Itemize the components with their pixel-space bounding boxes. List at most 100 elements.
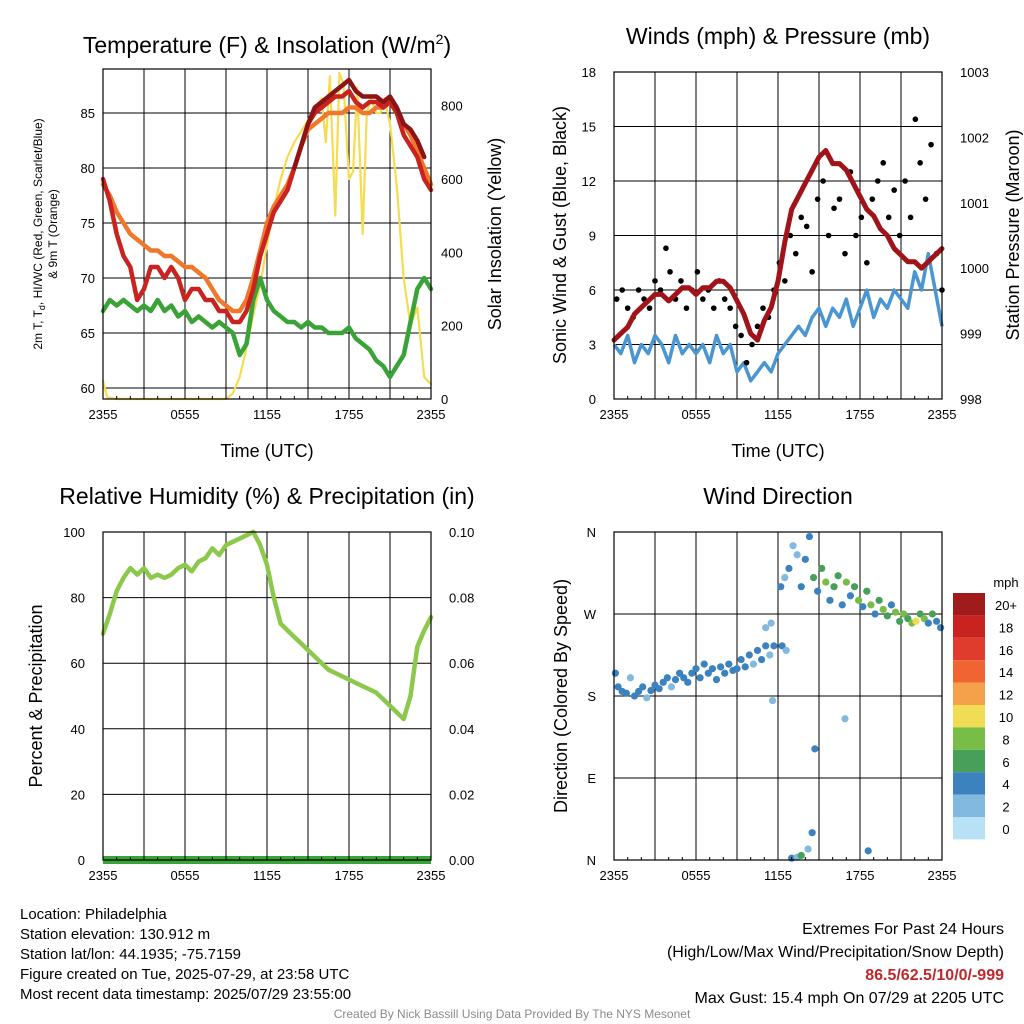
direction-point	[725, 660, 733, 668]
gust-point	[814, 196, 821, 202]
y-tick-label: S	[587, 689, 596, 704]
y-tick-label: 80	[81, 161, 95, 176]
direction-point	[932, 617, 941, 625]
direction-point	[879, 605, 887, 614]
direction-point	[891, 608, 900, 616]
y-tick-label: E	[587, 771, 596, 786]
y2-tick-label: 1001	[960, 196, 989, 211]
temperature-y-axis-label: 2m T, Td, HI/WC (Red, Green, Scarlet/Blu…	[31, 118, 47, 349]
winds-tick-labels: 0 3 6 9 12 15 18 998 999 1000 1001 1002 1003 2355 0555…	[582, 65, 989, 422]
x-tick-label: 1155	[253, 868, 281, 883]
gust-point	[646, 305, 653, 311]
x-tick-label: 2355	[89, 868, 118, 883]
direction-point	[805, 532, 814, 541]
colorbar-label: 0	[1002, 822, 1009, 837]
y2-tick-label: 1002	[960, 130, 989, 145]
temperature-panel: Temperature (F) & Insolation (W/m2) 60 65…	[31, 31, 505, 461]
gust-point	[831, 205, 837, 212]
direction-point	[811, 745, 819, 753]
direction-point	[782, 646, 790, 655]
gust-point	[619, 287, 625, 293]
direction-point	[808, 829, 816, 837]
direction-point	[777, 583, 785, 591]
gust-point	[842, 250, 848, 257]
direction-point	[663, 674, 671, 682]
gust-point	[635, 287, 642, 293]
y2-tick-label: 1000	[960, 261, 989, 276]
direction-point	[753, 646, 762, 655]
station-info: Location: Philadelphia Station elevation…	[20, 905, 351, 1005]
y2-tick-label: 600	[441, 172, 463, 187]
humidity-y-axis-label: Percent & Precipitation	[26, 604, 46, 787]
direction-point	[793, 551, 801, 559]
gust-point	[928, 141, 934, 148]
direction-point	[814, 587, 822, 595]
direction-point	[846, 592, 855, 600]
y2-tick-label: 0	[441, 392, 448, 407]
x-tick-label: 2355	[89, 407, 118, 422]
direction-point	[809, 573, 818, 582]
gust-point	[760, 305, 766, 311]
direction-point	[647, 686, 655, 695]
y2-tick-label: 1003	[960, 65, 989, 80]
direction-point	[859, 603, 867, 611]
gust-point	[613, 296, 620, 302]
y-tick-label: 18	[582, 65, 596, 80]
direction-point	[937, 624, 945, 632]
colorbar-label: 12	[999, 688, 1013, 703]
dewpoint-series-line	[100, 275, 434, 380]
direction-point	[924, 619, 932, 627]
x-tick-label: 2355	[600, 407, 629, 422]
y-tick-label: 85	[81, 106, 95, 121]
direction-point	[733, 665, 741, 673]
direction-point	[741, 663, 749, 671]
y2-tick-label: 0.04	[449, 722, 474, 737]
direction-point	[785, 564, 793, 573]
max-gust: Max Gust: 15.4 mph On 07/29 at 2205 UTC	[694, 990, 1005, 1007]
gust-point	[738, 332, 744, 339]
gust-point	[820, 178, 826, 184]
direction-point	[842, 578, 850, 586]
colorbar-swatch	[953, 727, 985, 750]
y-tick-label: 70	[81, 271, 95, 286]
station-latlon: Station lat/lon: 44.1935; -75.7159	[20, 946, 242, 963]
y-tick-label: N	[587, 525, 596, 540]
y2-tick-label: 400	[441, 245, 463, 260]
rh-series-line	[100, 529, 434, 722]
gust-point	[652, 278, 658, 284]
colorbar-swatch	[953, 749, 985, 773]
direction-point	[643, 694, 651, 702]
direction-point	[863, 587, 871, 595]
gust-point	[683, 305, 690, 311]
winds-x-axis-label: Time (UTC)	[731, 441, 824, 461]
direction-point	[762, 624, 770, 632]
station-location: Location: Philadelphia	[20, 906, 167, 923]
direction-point	[928, 610, 937, 618]
direction-point	[887, 601, 896, 609]
gust-point	[798, 214, 805, 221]
direction-point	[789, 542, 797, 550]
x-tick-label: 2355	[928, 868, 957, 883]
direction-point	[850, 583, 859, 591]
direction-point	[766, 651, 774, 659]
temperature-y-axis-label-line2: & 9m T (Orange)	[46, 189, 60, 279]
direction-point	[745, 651, 753, 659]
colorbar-label: 18	[999, 620, 1013, 635]
direction-tick-labels: N E S W N 2355 0555 1155 1755 2355	[584, 525, 957, 883]
y-tick-label: 60	[71, 656, 85, 671]
x-tick-label: 0555	[171, 868, 200, 883]
direction-point	[883, 612, 891, 620]
gust-point	[922, 196, 929, 202]
x-tick-label: 2355	[928, 407, 957, 422]
gust-point	[694, 269, 701, 275]
direction-point	[867, 601, 875, 609]
y2-tick-label: 800	[441, 99, 463, 114]
colorbar-swatch	[953, 593, 985, 616]
x-tick-label: 1155	[764, 407, 792, 422]
y-tick-label: 0	[589, 392, 596, 407]
y2-tick-label: 200	[441, 319, 463, 334]
y2-tick-label: 0.06	[449, 656, 474, 671]
temperature-tick-labels: 60 65 70 75 80 85 0 200 400 600 800 2355 0555 1155 175…	[81, 99, 463, 422]
direction-point	[826, 596, 834, 604]
colorbar-label: 16	[999, 643, 1013, 658]
